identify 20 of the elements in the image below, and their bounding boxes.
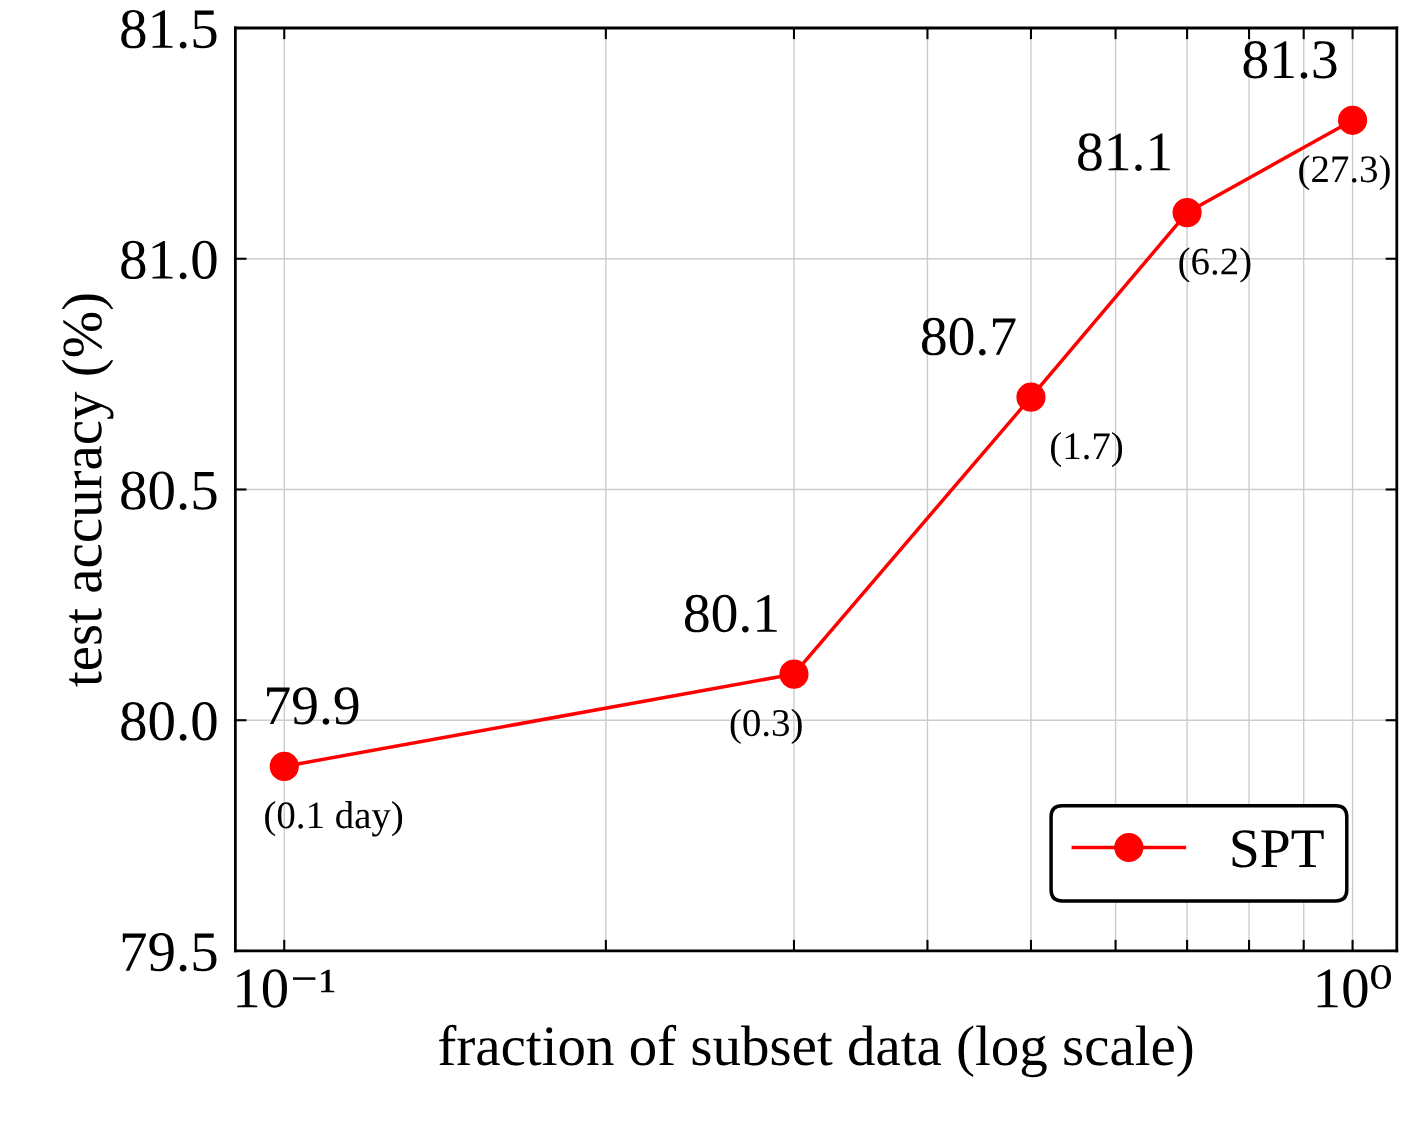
data-label: 81.3: [1243, 40, 1337, 79]
x-axis-title: fraction of subset data (log scale): [439, 1024, 1193, 1078]
annotation: (1.7): [1050, 431, 1123, 468]
y-tick-label: 80.0: [121, 702, 217, 741]
x-tick-label: 10⁰: [1317, 964, 1391, 1008]
y-axis-title: test accuracy (%): [61, 294, 114, 687]
data-label: 80.7: [921, 317, 1016, 356]
y-tick-label: 81.5: [121, 9, 217, 49]
annotation: (0.1 day): [265, 801, 403, 837]
annotation: (6.2): [1179, 247, 1251, 283]
y-tick-label: 79.5: [122, 933, 217, 972]
y-tick-label: 81.0: [121, 240, 217, 280]
annotation: (0.3): [730, 708, 802, 745]
y-tick-label: 80.5: [121, 471, 217, 511]
x-tick-label: 10⁻¹: [237, 969, 335, 1008]
data-label: 79.9: [267, 687, 359, 725]
data-label: 81.1: [1078, 133, 1170, 171]
legend-label: SPT: [1232, 830, 1324, 868]
data-label: 80.1: [684, 594, 777, 633]
annotation: (27.3): [1299, 155, 1390, 191]
